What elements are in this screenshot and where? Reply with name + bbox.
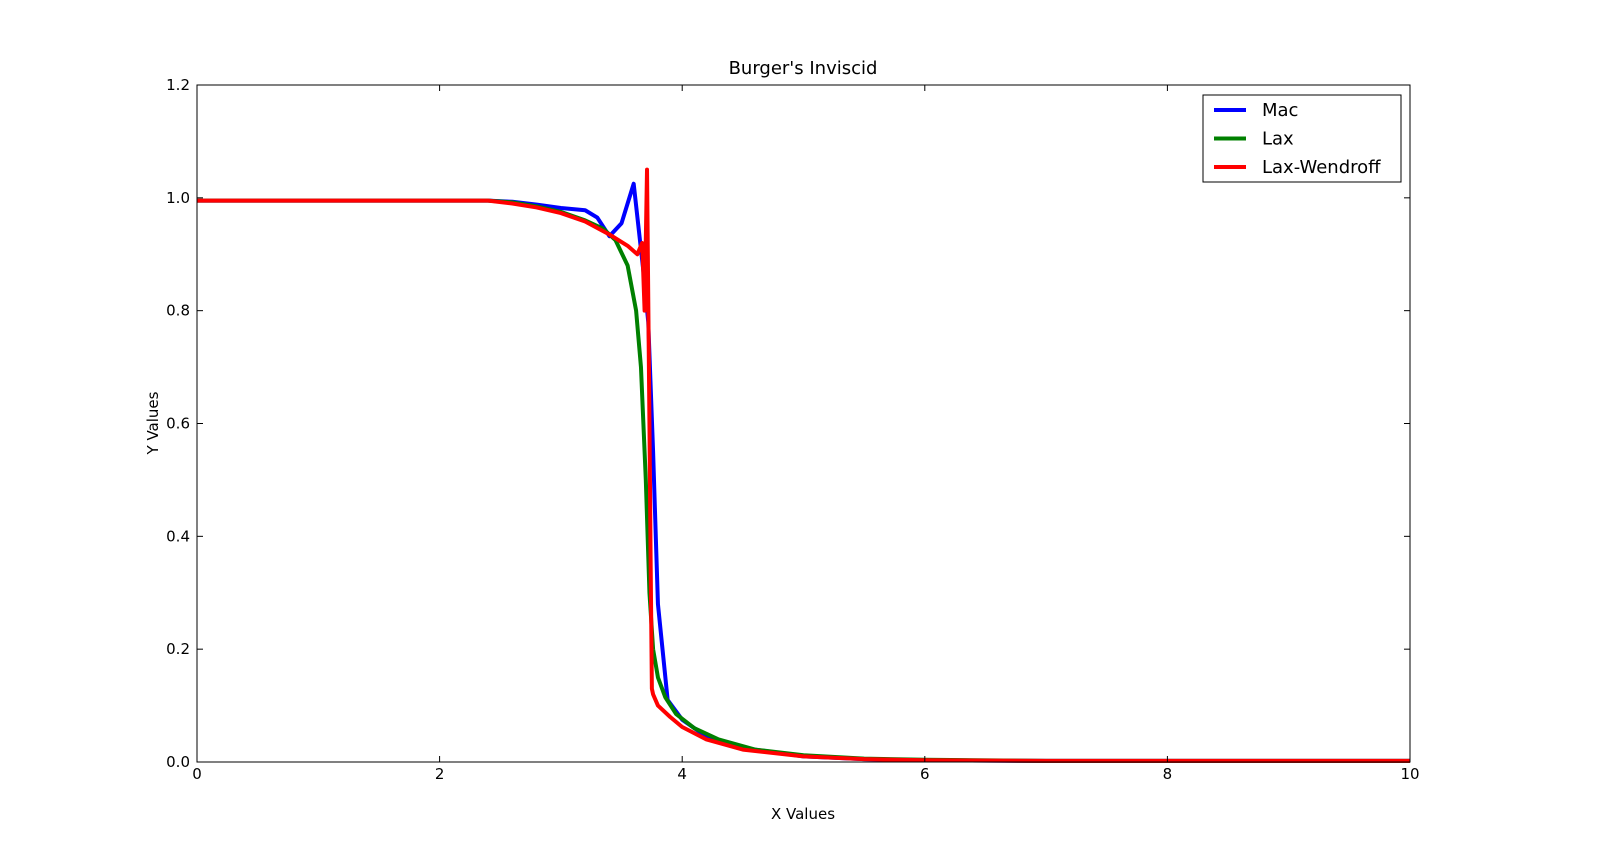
ticks-layer: 0 2 4 6 8 10 0.0 0.2 0.4 0.6 0.8 1.0 1.2 bbox=[166, 76, 1419, 783]
x-tick-label: 0 bbox=[192, 765, 202, 783]
y-tick-label: 0.0 bbox=[166, 753, 190, 771]
y-tick-label: 0.4 bbox=[166, 527, 190, 545]
y-tick-label: 0.2 bbox=[166, 640, 190, 658]
legend-label: Mac bbox=[1262, 100, 1298, 121]
y-tick-label: 1.2 bbox=[166, 76, 190, 94]
legend-label: Lax bbox=[1262, 129, 1294, 150]
series-line-lax-wendroff bbox=[197, 167, 1410, 763]
legend: Mac Lax Lax-Wendroff bbox=[1202, 94, 1402, 183]
legend-label: Lax-Wendroff bbox=[1262, 157, 1381, 178]
x-tick-label: 10 bbox=[1400, 765, 1419, 783]
x-tick-label: 2 bbox=[435, 765, 445, 783]
x-tick-label: 8 bbox=[1163, 765, 1173, 783]
y-tick-label: 0.6 bbox=[166, 415, 190, 433]
y-tick-label: 0.8 bbox=[166, 302, 190, 320]
y-axis-label: Y Values bbox=[144, 391, 162, 455]
plot-frame bbox=[196, 84, 1411, 763]
x-tick-label: 6 bbox=[920, 765, 930, 783]
series-line-lax bbox=[197, 198, 1410, 763]
series-layer bbox=[197, 167, 1410, 763]
x-tick-label: 4 bbox=[677, 765, 687, 783]
y-tick-label: 1.0 bbox=[166, 189, 190, 207]
series-line-mac bbox=[197, 181, 1410, 763]
x-axis-label: X Values bbox=[771, 805, 835, 823]
chart-title: Burger's Inviscid bbox=[729, 58, 878, 79]
